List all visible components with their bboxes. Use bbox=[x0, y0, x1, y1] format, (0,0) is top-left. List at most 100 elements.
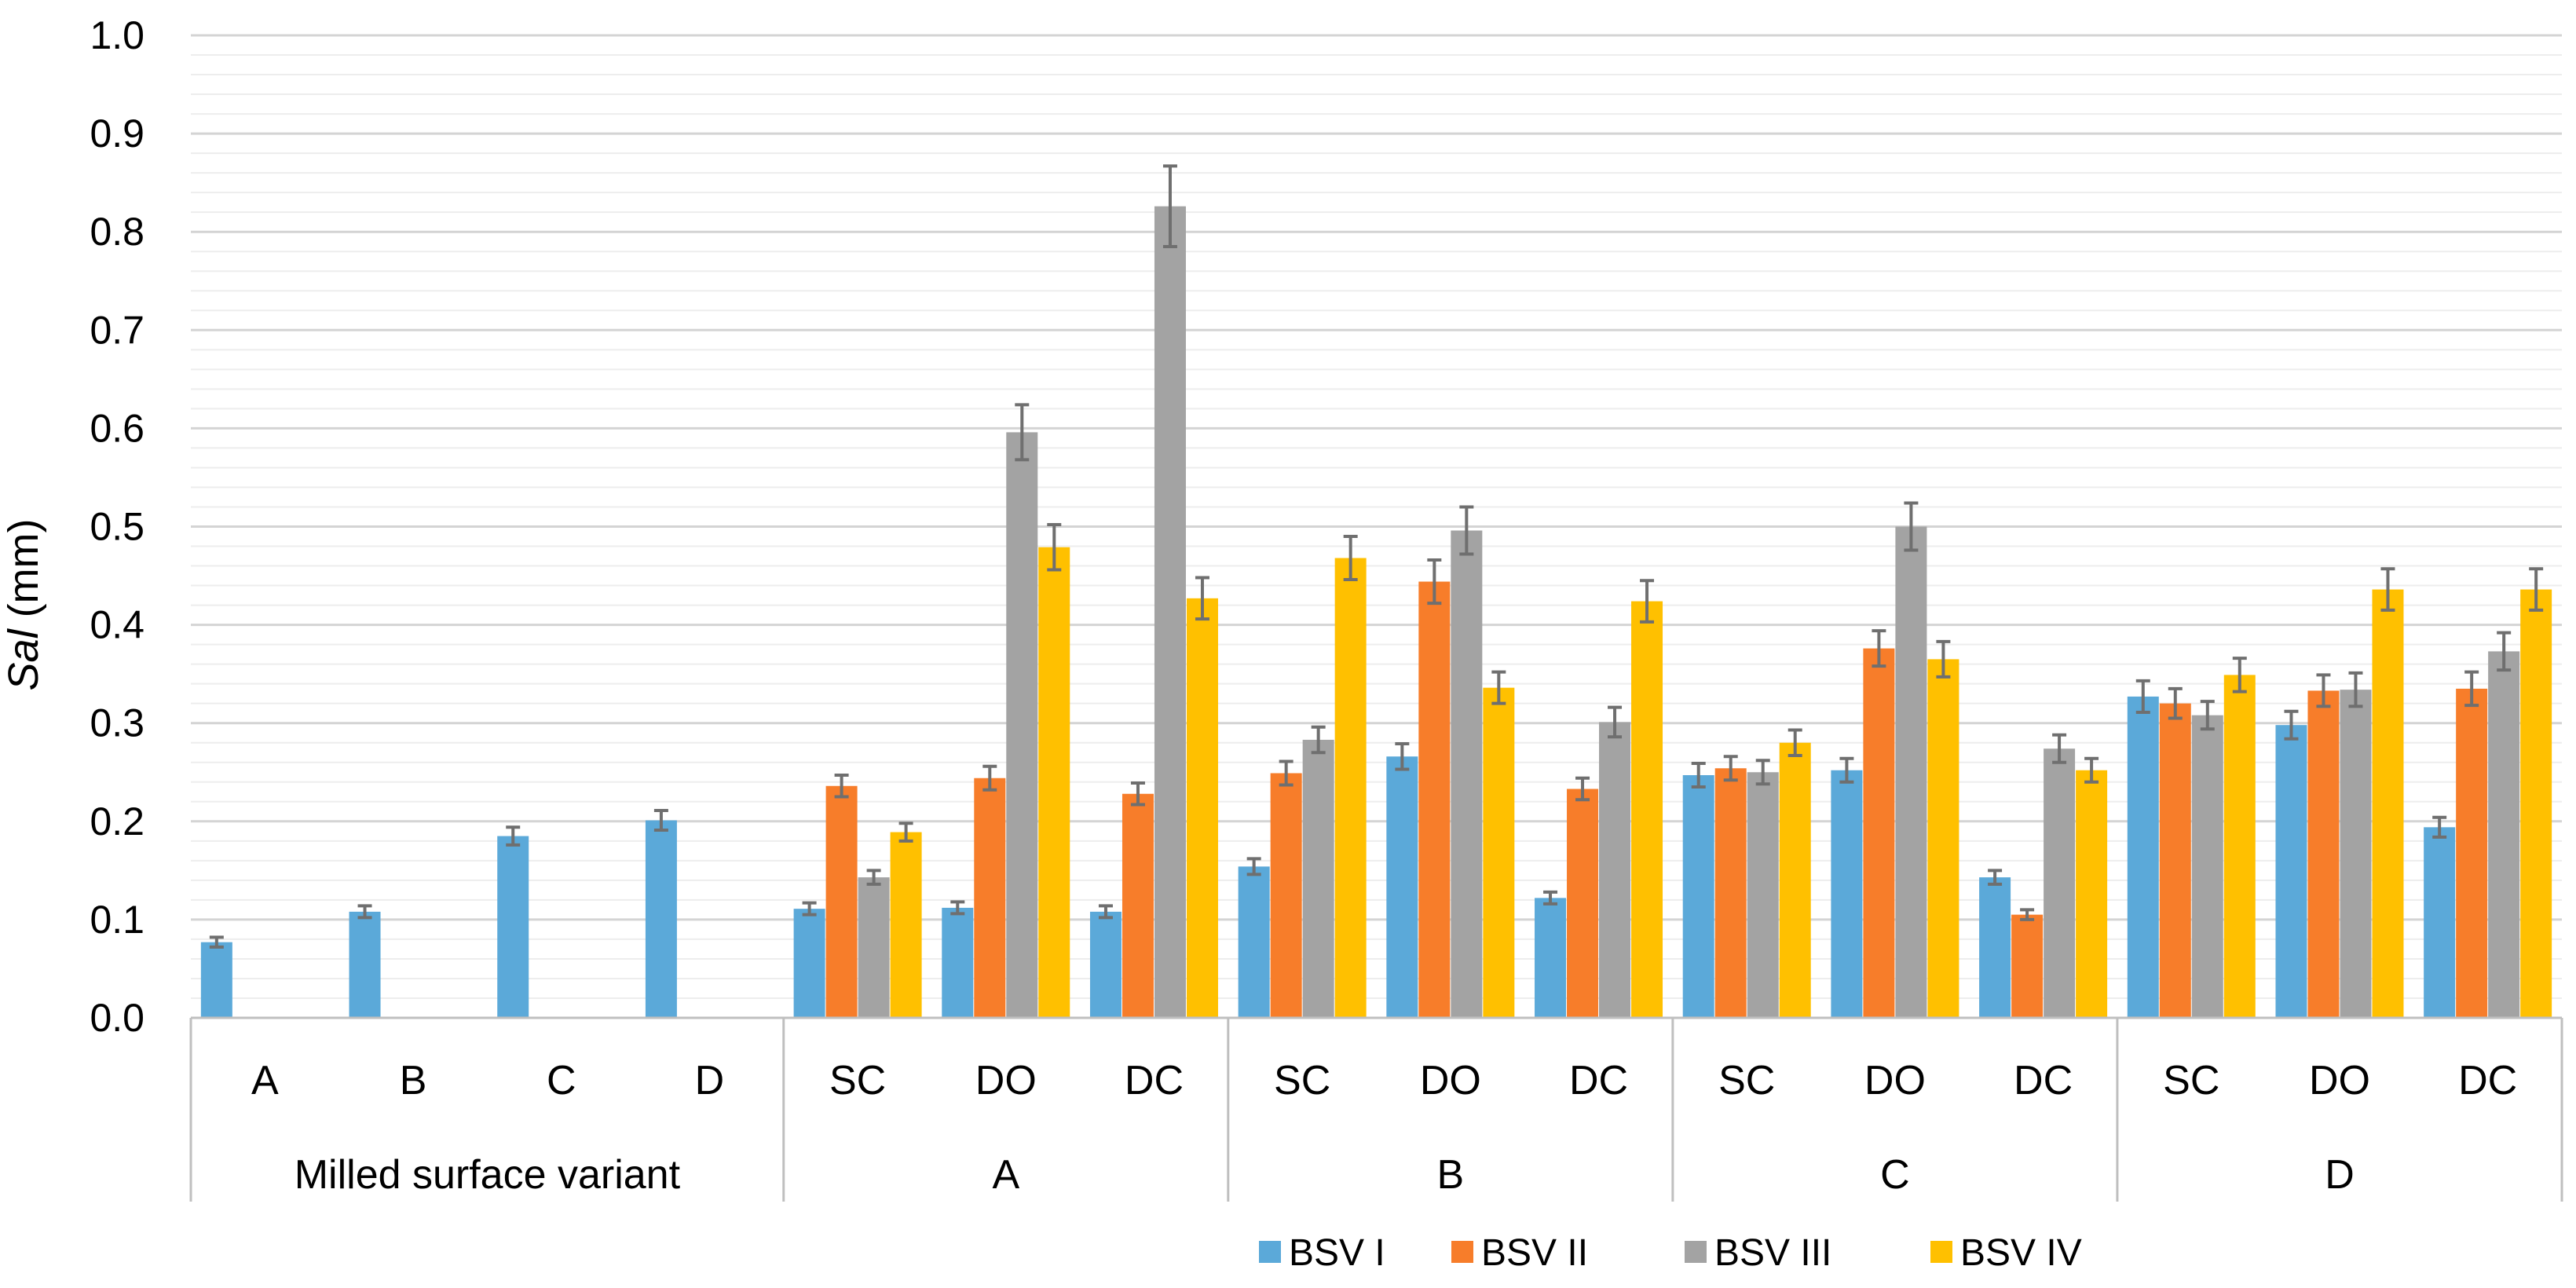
bar bbox=[2011, 914, 2044, 1018]
bar bbox=[1154, 206, 1186, 1018]
bar bbox=[1779, 742, 1811, 1018]
bar bbox=[942, 907, 974, 1018]
y-tick-label: 0.7 bbox=[90, 308, 145, 352]
y-tick-label: 0.2 bbox=[90, 800, 145, 843]
y-tick-label: 0.4 bbox=[90, 603, 145, 647]
bar bbox=[1599, 722, 1631, 1018]
y-axis-title-unit: (mm) bbox=[0, 519, 47, 630]
x-category-label: SC bbox=[829, 1058, 886, 1103]
x-category-label: DC bbox=[1569, 1058, 1628, 1103]
bar bbox=[890, 832, 922, 1018]
y-axis-title-italic: Sal bbox=[0, 628, 47, 690]
x-category-label: DC bbox=[2014, 1058, 2073, 1103]
bar bbox=[1483, 687, 1515, 1018]
x-category-label: SC bbox=[1274, 1058, 1330, 1103]
bar bbox=[1006, 432, 1038, 1018]
y-tick-label: 0.1 bbox=[90, 898, 145, 942]
bar bbox=[1714, 768, 1747, 1018]
bar bbox=[1238, 866, 1270, 1018]
bar bbox=[349, 911, 381, 1018]
bar bbox=[1418, 581, 1451, 1018]
x-category-label: SC bbox=[2163, 1058, 2219, 1103]
x-category-label: C bbox=[547, 1058, 576, 1103]
x-group-label: D bbox=[2325, 1152, 2355, 1198]
gridlines bbox=[191, 34, 2562, 999]
x-category-label: DO bbox=[975, 1058, 1037, 1103]
bar bbox=[1089, 911, 1122, 1018]
bar bbox=[1567, 789, 1599, 1018]
x-group-label: C bbox=[1880, 1152, 1910, 1198]
bar bbox=[1334, 558, 1367, 1018]
bar bbox=[1927, 659, 1959, 1018]
x-category-label: DO bbox=[2309, 1058, 2370, 1103]
x-group-label: B bbox=[1437, 1152, 1465, 1198]
bar bbox=[825, 785, 858, 1018]
legend-swatch bbox=[1930, 1241, 1952, 1263]
y-tick-label: 1.0 bbox=[90, 13, 145, 57]
x-group-label: A bbox=[992, 1152, 1019, 1198]
bar bbox=[2340, 690, 2372, 1018]
bar bbox=[2456, 688, 2488, 1018]
legend-label: BSV IV bbox=[1960, 1232, 2082, 1274]
legend-swatch bbox=[1259, 1241, 1281, 1263]
bar bbox=[2372, 589, 2404, 1018]
bar bbox=[1682, 775, 1714, 1018]
bar bbox=[645, 820, 677, 1018]
bar bbox=[2191, 715, 2223, 1018]
legend-label: BSV II bbox=[1481, 1232, 1588, 1274]
y-tick-label: 0.8 bbox=[90, 210, 145, 254]
bar bbox=[2127, 696, 2159, 1018]
bar bbox=[1302, 739, 1334, 1018]
bar bbox=[1122, 793, 1154, 1018]
bar bbox=[1863, 648, 1895, 1018]
bar bbox=[1831, 770, 1863, 1018]
bar bbox=[2520, 589, 2552, 1018]
legend-label: BSV I bbox=[1289, 1232, 1385, 1274]
bar bbox=[1979, 877, 2011, 1018]
x-category-label: DC bbox=[2458, 1058, 2517, 1103]
x-category-label: DO bbox=[1864, 1058, 1926, 1103]
bar bbox=[2275, 725, 2307, 1018]
bar bbox=[1270, 773, 1302, 1018]
y-tick-label: 0.9 bbox=[90, 112, 145, 156]
bar bbox=[974, 778, 1006, 1018]
bar bbox=[1038, 547, 1070, 1018]
y-axis-title: Sal (mm) bbox=[0, 519, 47, 691]
x-group-label: Milled surface variant bbox=[295, 1152, 681, 1198]
bar bbox=[2488, 651, 2520, 1018]
y-tick-label: 0.0 bbox=[90, 996, 145, 1040]
x-category-label: B bbox=[400, 1058, 427, 1103]
bar bbox=[2307, 690, 2340, 1018]
legend-swatch bbox=[1451, 1241, 1473, 1263]
bar bbox=[2424, 827, 2456, 1018]
x-category-label: SC bbox=[1718, 1058, 1775, 1103]
bar bbox=[1451, 530, 1483, 1018]
bar bbox=[200, 942, 232, 1018]
x-category-label: D bbox=[695, 1058, 725, 1103]
y-tick-label: 0.6 bbox=[90, 406, 145, 450]
y-tick-label: 0.3 bbox=[90, 701, 145, 745]
bar bbox=[497, 836, 529, 1018]
bar bbox=[858, 877, 890, 1018]
x-category-label: DO bbox=[1420, 1058, 1481, 1103]
bar bbox=[2076, 770, 2108, 1018]
bar bbox=[1386, 756, 1418, 1018]
legend-label: BSV III bbox=[1714, 1232, 1831, 1274]
bar bbox=[2223, 675, 2256, 1018]
y-axis-ticks: 0.0 0.1 0.2 0.3 0.4 0.5 0.6 0.7 0.8 0.9 1.0 bbox=[90, 13, 145, 1040]
bar bbox=[1631, 601, 1663, 1018]
bar bbox=[1895, 526, 1927, 1018]
bars bbox=[200, 164, 2552, 1018]
bar bbox=[1747, 772, 1779, 1018]
x-category-label: A bbox=[251, 1058, 279, 1103]
bar bbox=[2159, 703, 2191, 1018]
y-tick-label: 0.5 bbox=[90, 505, 145, 549]
legend-swatch bbox=[1685, 1241, 1707, 1263]
bar bbox=[2044, 748, 2076, 1018]
legend: BSV I BSV II BSV III BSV IV bbox=[1259, 1232, 2082, 1274]
bar bbox=[1535, 898, 1567, 1018]
bar bbox=[793, 909, 825, 1018]
bar bbox=[1186, 598, 1218, 1018]
